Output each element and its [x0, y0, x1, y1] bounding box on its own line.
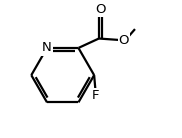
Text: N: N — [42, 41, 52, 55]
Text: F: F — [92, 89, 100, 102]
Text: O: O — [118, 34, 129, 47]
Text: O: O — [95, 3, 106, 16]
